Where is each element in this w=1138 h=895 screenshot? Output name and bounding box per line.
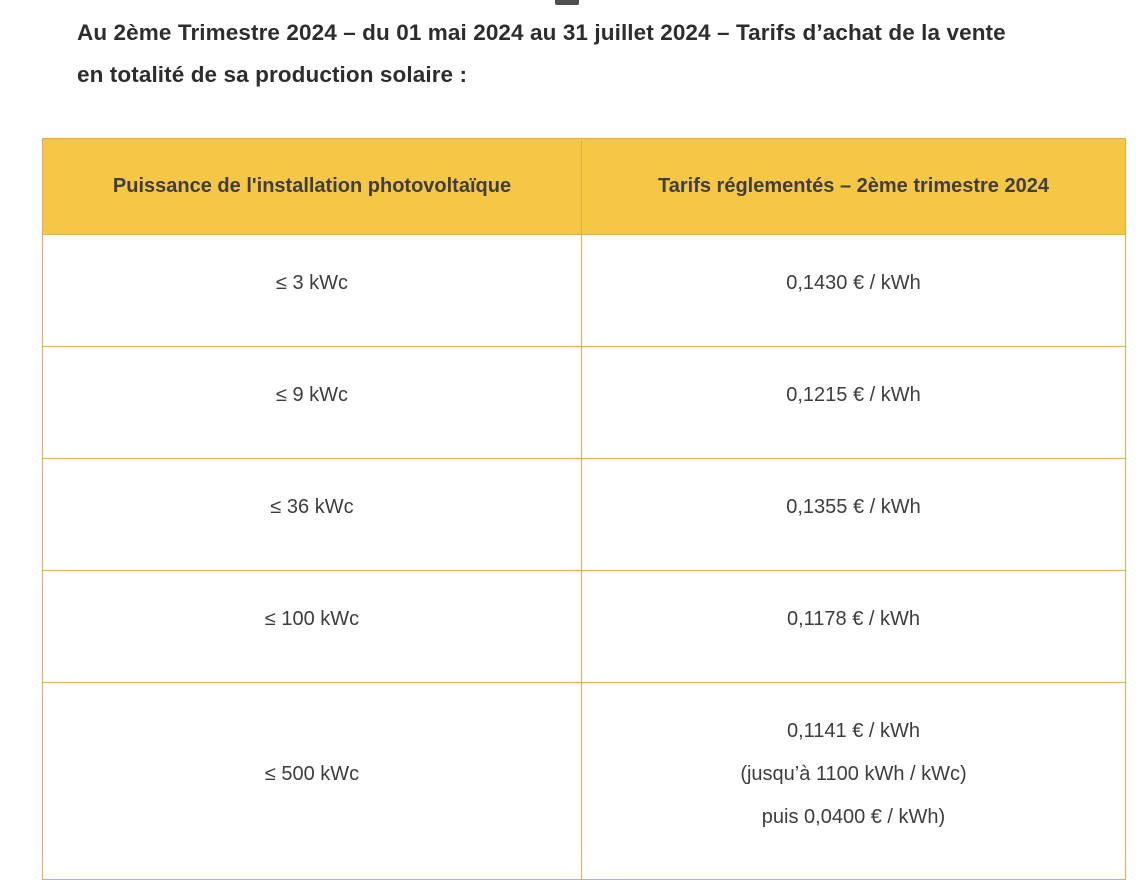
table-row: ≤ 500 kWc 0,1141 € / kWh (jusqu’à 1100 k…	[42, 682, 1126, 880]
cropped-element-fragment	[555, 0, 579, 5]
intro-heading: Au 2ème Trimestre 2024 – du 01 mai 2024 …	[77, 12, 1087, 96]
table-row: ≤ 3 kWc 0,1430 € / kWh	[42, 234, 1126, 347]
power-cell: ≤ 36 kWc	[42, 458, 582, 571]
table-row: ≤ 36 kWc 0,1355 € / kWh	[42, 458, 1126, 571]
tariff-cell: 0,1355 € / kWh	[581, 458, 1126, 571]
tariff-cell: 0,1430 € / kWh	[581, 234, 1126, 347]
table-header-row: Puissance de l'installation photovoltaïq…	[42, 138, 1126, 235]
column-header-power: Puissance de l'installation photovoltaïq…	[42, 138, 582, 235]
tariff-cell: 0,1178 € / kWh	[581, 570, 1126, 683]
power-cell: ≤ 100 kWc	[42, 570, 582, 683]
intro-heading-line: Au 2ème Trimestre 2024 – du 01 mai 2024 …	[77, 20, 1006, 45]
tariff-line: 0,1141 € / kWh	[786, 719, 921, 742]
power-cell: ≤ 500 kWc	[42, 682, 582, 880]
tariff-cell: 0,1141 € / kWh (jusqu’à 1100 kWh / kWc) …	[581, 682, 1126, 880]
tariff-table: Puissance de l'installation photovoltaïq…	[42, 138, 1126, 880]
table-row: ≤ 100 kWc 0,1178 € / kWh	[42, 570, 1126, 683]
tariff-line: puis 0,0400 € / kWh)	[761, 805, 946, 828]
power-cell: ≤ 3 kWc	[42, 234, 582, 347]
column-header-tariff: Tarifs réglementés – 2ème trimestre 2024	[581, 138, 1126, 235]
tariff-line: (jusqu’à 1100 kWh / kWc)	[740, 762, 967, 785]
power-cell: ≤ 9 kWc	[42, 346, 582, 459]
intro-heading-line: en totalité de sa production solaire :	[77, 62, 468, 87]
tariff-cell: 0,1215 € / kWh	[581, 346, 1126, 459]
table-row: ≤ 9 kWc 0,1215 € / kWh	[42, 346, 1126, 459]
